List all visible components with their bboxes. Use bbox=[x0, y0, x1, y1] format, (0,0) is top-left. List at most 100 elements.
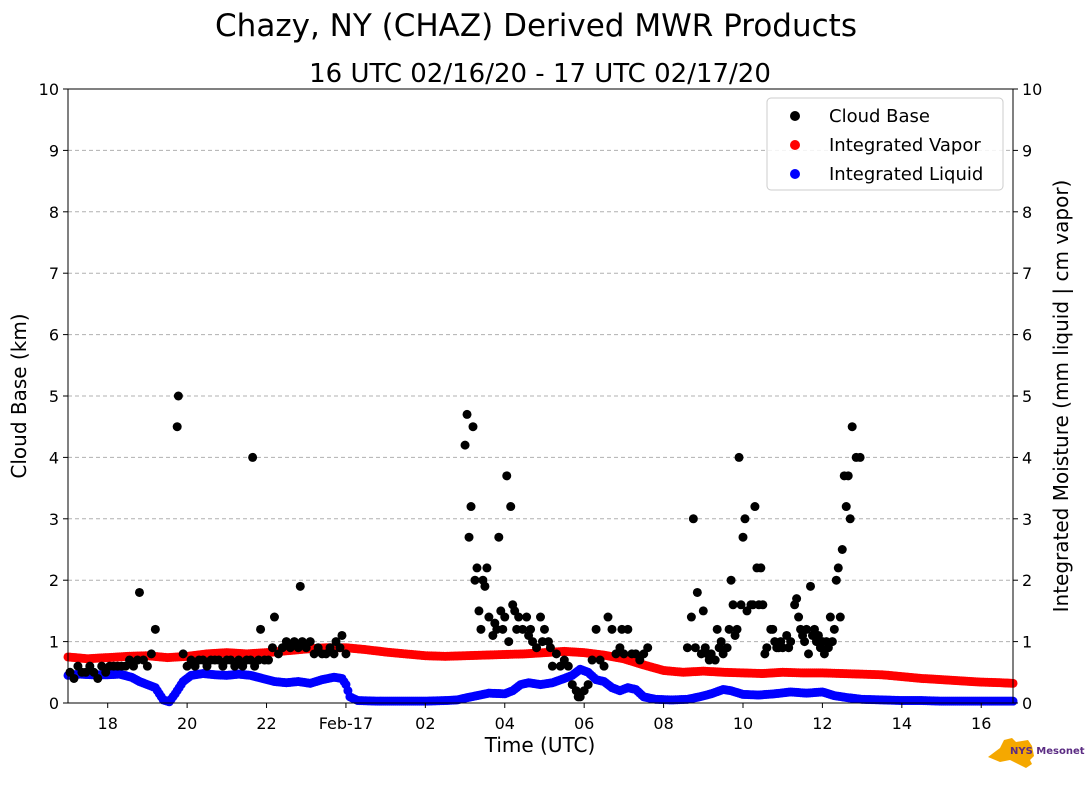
point-cloud-base bbox=[716, 637, 726, 647]
point-cloud-base bbox=[172, 422, 182, 432]
right-y-axis-label: Integrated Moisture (mm liquid | cm vapo… bbox=[1049, 180, 1073, 613]
legend-label-integrated-vapor: Integrated Vapor bbox=[829, 135, 981, 156]
point-cloud-base bbox=[843, 471, 853, 481]
point-cloud-base bbox=[178, 649, 188, 659]
point-cloud-base bbox=[806, 581, 815, 591]
point-cloud-base bbox=[545, 643, 555, 653]
y-tick-label-right: 2 bbox=[1022, 571, 1032, 590]
point-cloud-base bbox=[480, 581, 490, 591]
point-cloud-base bbox=[712, 624, 722, 634]
point-cloud-base bbox=[551, 649, 561, 659]
point-cloud-base bbox=[532, 643, 542, 653]
point-cloud-base bbox=[734, 452, 744, 462]
point-cloud-base bbox=[623, 624, 633, 634]
point-cloud-base bbox=[563, 661, 573, 671]
point-cloud-base bbox=[690, 643, 700, 653]
point-cloud-base bbox=[547, 661, 557, 671]
point-cloud-base bbox=[688, 514, 698, 524]
point-cloud-base bbox=[472, 563, 482, 573]
y-tick-label-right: 9 bbox=[1022, 141, 1032, 160]
plot-marks bbox=[63, 391, 1018, 707]
x-tick-label: 02 bbox=[415, 714, 435, 733]
point-cloud-base bbox=[142, 661, 152, 671]
point-cloud-base bbox=[710, 655, 720, 665]
point-cloud-base bbox=[466, 502, 476, 512]
point-cloud-base bbox=[855, 452, 865, 462]
point-cloud-base bbox=[269, 612, 279, 622]
y-tick-label-right: 0 bbox=[1022, 694, 1032, 713]
y-tick-label-left: 10 bbox=[39, 80, 59, 99]
point-cloud-base bbox=[93, 673, 103, 683]
chart-subtitle: 16 UTC 02/16/20 - 17 UTC 02/17/20 bbox=[309, 59, 771, 89]
point-cloud-base bbox=[305, 637, 315, 647]
x-tick-label: 20 bbox=[177, 714, 197, 733]
point-cloud-base bbox=[750, 502, 760, 512]
point-cloud-base bbox=[295, 581, 305, 591]
point-cloud-base bbox=[756, 563, 766, 573]
y-tick-label-left: 6 bbox=[49, 326, 59, 345]
x-tick-label: 18 bbox=[98, 714, 118, 733]
y-tick-label-left: 4 bbox=[49, 448, 59, 467]
point-cloud-base bbox=[267, 643, 277, 653]
x-tick-label: 10 bbox=[733, 714, 753, 733]
point-cloud-base bbox=[248, 452, 258, 462]
point-cloud-base bbox=[587, 655, 597, 665]
point-cloud-base bbox=[476, 624, 486, 634]
legend-marker-integrated-vapor bbox=[790, 140, 800, 150]
y-tick-label-left: 1 bbox=[49, 633, 59, 652]
legend: Cloud Base Integrated Vapor Integrated L… bbox=[766, 97, 1004, 191]
point-cloud-base bbox=[583, 680, 593, 690]
point-cloud-base bbox=[173, 391, 183, 401]
point-cloud-base bbox=[643, 643, 653, 653]
point-cloud-base bbox=[758, 600, 768, 610]
y-tick-label-left: 2 bbox=[49, 571, 59, 590]
nys-mesonet-logo: NYS Mesonet bbox=[988, 738, 1085, 768]
point-cloud-base bbox=[603, 612, 613, 622]
point-cloud-base bbox=[726, 575, 736, 585]
point-cloud-base bbox=[468, 422, 478, 432]
legend-marker-cloud-base bbox=[790, 111, 800, 121]
point-cloud-base bbox=[134, 587, 144, 597]
legend-label-integrated-liquid: Integrated Liquid bbox=[829, 164, 983, 185]
grid-lines bbox=[68, 149, 1013, 643]
point-cloud-base bbox=[484, 612, 494, 622]
left-y-axis-label: Cloud Base (km) bbox=[7, 313, 31, 478]
point-cloud-base bbox=[825, 612, 835, 622]
x-tick-label: 14 bbox=[892, 714, 912, 733]
new-york-state-shape-icon bbox=[988, 738, 1034, 768]
point-cloud-base bbox=[682, 643, 692, 653]
point-cloud-base bbox=[526, 624, 536, 634]
point-cloud-base bbox=[768, 624, 778, 634]
point-cloud-base bbox=[341, 649, 351, 659]
point-cloud-base bbox=[736, 600, 746, 610]
y-tick-label-right: 10 bbox=[1022, 80, 1042, 99]
x-tick-label: 16 bbox=[971, 714, 991, 733]
point-cloud-base bbox=[800, 637, 810, 647]
point-cloud-base bbox=[619, 649, 629, 659]
x-tick-label: 22 bbox=[256, 714, 276, 733]
point-cloud-base bbox=[804, 649, 814, 659]
point-cloud-base bbox=[802, 624, 812, 634]
point-cloud-base bbox=[539, 624, 549, 634]
x-tick-label: 08 bbox=[653, 714, 673, 733]
point-cloud-base bbox=[599, 661, 609, 671]
point-cloud-base bbox=[831, 575, 841, 585]
point-cloud-base bbox=[482, 563, 492, 573]
point-cloud-base bbox=[786, 637, 796, 647]
point-cloud-base bbox=[498, 624, 508, 634]
point-cloud-base bbox=[337, 630, 347, 640]
x-tick-label: Feb-17 bbox=[319, 714, 373, 733]
y-tick-label-right: 8 bbox=[1022, 203, 1032, 222]
x-tick-label: 04 bbox=[495, 714, 515, 733]
point-cloud-base bbox=[732, 624, 742, 634]
point-cloud-base bbox=[502, 471, 512, 481]
x-tick-label: 12 bbox=[812, 714, 832, 733]
y-tick-label-left: 3 bbox=[49, 510, 59, 529]
point-cloud-base bbox=[518, 624, 528, 634]
point-cloud-base bbox=[504, 637, 514, 647]
point-cloud-base bbox=[724, 624, 734, 634]
point-cloud-base bbox=[536, 612, 545, 622]
legend-label-cloud-base: Cloud Base bbox=[829, 106, 930, 127]
y-tick-label-left: 9 bbox=[49, 141, 59, 160]
